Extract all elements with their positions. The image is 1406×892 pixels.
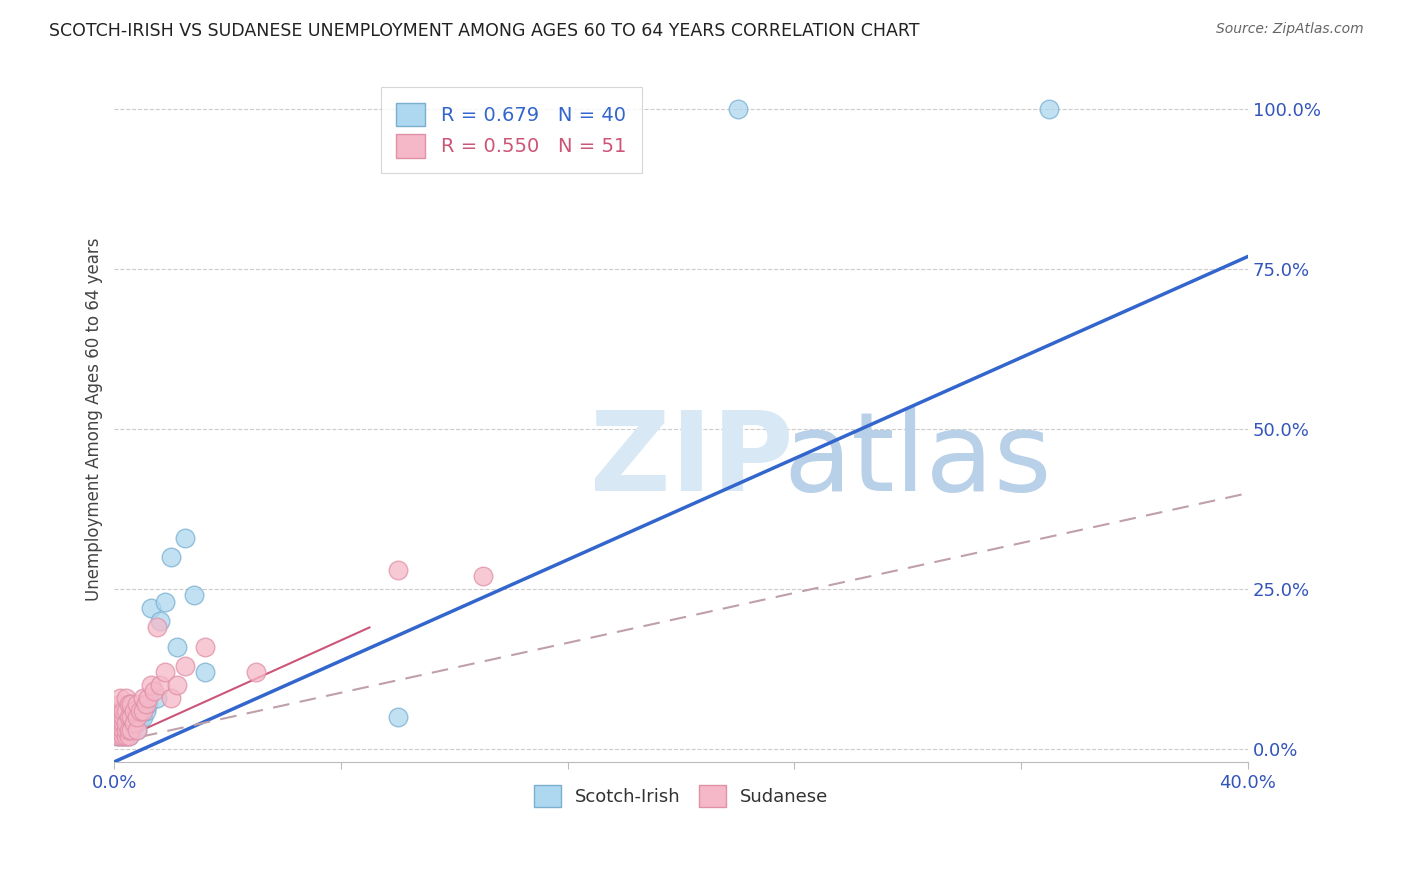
Point (108, 704, 131, 718)
Point (105, 723, 128, 737)
Point (111, 704, 134, 718)
Point (114, 723, 136, 737)
Point (146, 690, 169, 705)
Point (387, 563, 409, 577)
Point (114, 704, 136, 718)
Point (111, 716, 134, 731)
Point (135, 704, 157, 718)
Point (174, 531, 197, 545)
Point (108, 716, 131, 731)
Point (114, 729, 136, 743)
Point (194, 665, 217, 680)
Point (111, 710, 134, 724)
Point (183, 589, 205, 603)
Point (125, 723, 148, 737)
Point (111, 723, 134, 737)
Point (132, 704, 155, 718)
Point (160, 690, 183, 705)
Point (125, 723, 148, 737)
Point (132, 690, 155, 705)
Point (132, 710, 155, 724)
Point (166, 678, 188, 692)
Point (111, 710, 134, 724)
Point (471, 569, 494, 583)
Point (117, 710, 139, 724)
Point (120, 723, 142, 737)
Point (245, 665, 267, 680)
Point (105, 723, 128, 737)
Point (160, 550, 183, 565)
Point (143, 684, 166, 698)
Point (129, 704, 152, 718)
Point (387, 710, 409, 724)
Point (149, 678, 172, 692)
Point (727, 103, 749, 117)
Point (135, 697, 157, 711)
Point (122, 716, 145, 731)
Point (1038, 103, 1060, 117)
Point (138, 690, 160, 705)
Point (108, 710, 131, 724)
Point (114, 729, 136, 743)
Point (125, 710, 148, 724)
Point (114, 723, 136, 737)
Point (141, 601, 163, 615)
Point (105, 716, 128, 731)
Point (105, 729, 128, 743)
Point (146, 620, 169, 634)
Point (117, 729, 139, 743)
Text: ZIP: ZIP (591, 407, 794, 514)
Point (166, 640, 188, 654)
Point (117, 729, 139, 743)
Point (155, 595, 177, 609)
Point (108, 710, 131, 724)
Point (111, 716, 134, 731)
Point (108, 723, 131, 737)
Point (105, 716, 128, 731)
Point (117, 697, 139, 711)
Point (111, 729, 134, 743)
Point (114, 716, 136, 731)
Point (108, 716, 131, 731)
Point (141, 678, 163, 692)
Point (105, 704, 128, 718)
Text: SCOTCH-IRISH VS SUDANESE UNEMPLOYMENT AMONG AGES 60 TO 64 YEARS CORRELATION CHAR: SCOTCH-IRISH VS SUDANESE UNEMPLOYMENT AM… (49, 22, 920, 40)
Point (108, 729, 131, 743)
Point (117, 723, 139, 737)
Point (120, 697, 142, 711)
Point (105, 710, 128, 724)
Point (105, 729, 128, 743)
Point (122, 704, 145, 718)
Point (108, 729, 131, 743)
Point (111, 729, 134, 743)
Point (117, 710, 139, 724)
Point (117, 697, 139, 711)
Point (108, 697, 131, 711)
Point (149, 614, 172, 628)
Point (114, 690, 136, 705)
Point (138, 697, 160, 711)
Point (122, 716, 145, 731)
Point (125, 697, 148, 711)
Point (120, 710, 142, 724)
Text: atlas: atlas (783, 407, 1052, 514)
Point (114, 716, 136, 731)
Point (129, 710, 152, 724)
Point (174, 658, 197, 673)
Point (120, 704, 142, 718)
Text: Source: ZipAtlas.com: Source: ZipAtlas.com (1216, 22, 1364, 37)
Point (194, 640, 217, 654)
Y-axis label: Unemployment Among Ages 60 to 64 years: Unemployment Among Ages 60 to 64 years (86, 238, 103, 601)
Point (125, 704, 148, 718)
Point (120, 723, 142, 737)
Legend: Scotch-Irish, Sudanese: Scotch-Irish, Sudanese (526, 778, 835, 814)
Point (111, 723, 134, 737)
Point (117, 723, 139, 737)
Point (108, 723, 131, 737)
Point (114, 704, 136, 718)
Point (108, 690, 131, 705)
Point (155, 665, 177, 680)
